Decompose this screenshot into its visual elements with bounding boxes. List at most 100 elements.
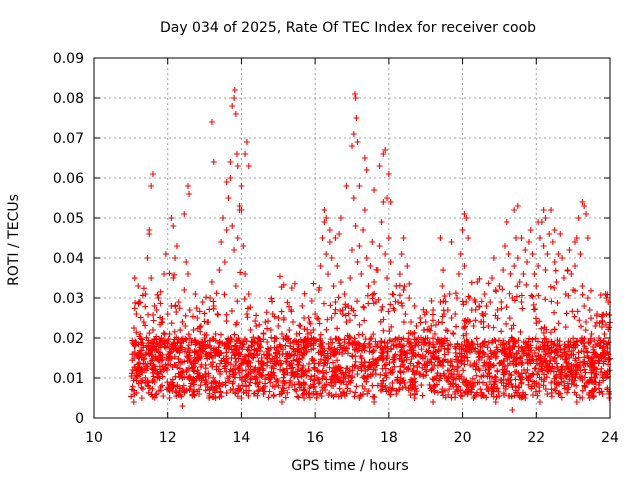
data-point <box>196 340 203 347</box>
data-point <box>176 365 183 372</box>
data-point <box>476 303 483 309</box>
data-point <box>518 353 525 360</box>
data-point <box>480 339 487 346</box>
data-point <box>196 391 203 397</box>
data-point <box>514 255 521 261</box>
data-point <box>259 372 266 379</box>
data-point <box>516 279 523 285</box>
data-point <box>286 361 293 368</box>
data-point <box>238 183 245 189</box>
data-point <box>236 369 243 376</box>
data-point <box>231 247 238 253</box>
data-point <box>229 103 236 109</box>
data-point <box>142 374 149 381</box>
data-point <box>518 299 525 305</box>
data-point <box>455 373 462 380</box>
data-point <box>417 315 424 321</box>
data-point <box>423 362 430 369</box>
data-point <box>396 386 403 393</box>
data-point <box>332 364 339 371</box>
data-point <box>433 339 440 345</box>
data-point <box>234 163 241 169</box>
data-point <box>149 339 156 346</box>
data-point <box>250 390 257 397</box>
data-point <box>348 377 355 384</box>
data-point <box>488 353 495 360</box>
data-point <box>363 255 370 261</box>
data-point <box>493 394 500 401</box>
data-point <box>288 307 295 313</box>
data-point <box>208 279 215 285</box>
data-point <box>159 319 166 325</box>
data-point <box>323 369 330 376</box>
data-point <box>138 355 145 361</box>
data-point <box>319 235 326 241</box>
data-point <box>238 395 245 401</box>
data-point <box>405 335 412 342</box>
data-point <box>381 362 388 369</box>
data-point <box>164 379 171 386</box>
data-point <box>364 292 371 299</box>
data-point <box>540 329 547 336</box>
data-point <box>551 385 558 392</box>
data-point <box>174 347 181 354</box>
data-point <box>128 373 135 380</box>
data-point <box>349 247 355 253</box>
data-point <box>241 296 248 303</box>
data-point <box>198 361 205 368</box>
data-point <box>137 366 144 373</box>
data-point <box>195 370 202 377</box>
data-point <box>598 388 605 395</box>
data-point <box>131 305 138 312</box>
data-point <box>380 327 387 334</box>
data-point <box>184 183 191 189</box>
data-point <box>553 346 560 353</box>
data-point <box>538 366 545 373</box>
data-point <box>322 354 329 361</box>
data-point <box>186 191 193 197</box>
data-point <box>492 287 499 293</box>
data-point <box>331 310 338 317</box>
data-point <box>378 338 385 345</box>
data-point <box>242 271 249 277</box>
data-point <box>330 283 337 289</box>
data-point <box>378 219 385 225</box>
data-point <box>356 183 363 189</box>
data-point <box>151 367 158 374</box>
data-point <box>534 338 541 345</box>
data-point <box>369 356 376 363</box>
data-point <box>601 331 608 337</box>
data-point <box>337 279 344 285</box>
data-point <box>332 306 339 313</box>
data-point <box>235 352 242 359</box>
data-point <box>252 318 259 325</box>
data-point <box>542 215 549 221</box>
data-point <box>506 377 513 384</box>
data-point <box>216 338 223 345</box>
data-point <box>503 320 510 327</box>
data-point <box>374 343 381 350</box>
data-point <box>551 285 558 292</box>
data-point <box>523 351 530 358</box>
data-point <box>431 387 438 394</box>
data-point <box>231 95 238 101</box>
data-point <box>231 331 238 338</box>
y-tick-label: 0.01 <box>53 371 84 387</box>
data-point <box>304 326 311 333</box>
data-point <box>201 310 208 317</box>
data-point <box>269 298 276 305</box>
data-point <box>465 235 472 241</box>
data-point <box>586 363 593 370</box>
data-point <box>533 356 540 363</box>
data-point <box>350 131 357 137</box>
data-point <box>371 290 378 297</box>
data-point <box>276 391 283 398</box>
data-point <box>223 368 230 375</box>
data-point <box>308 373 315 380</box>
data-point <box>434 362 441 369</box>
data-point <box>344 350 351 357</box>
data-point <box>529 370 536 377</box>
data-point <box>312 311 319 317</box>
data-point <box>349 353 356 360</box>
data-point <box>548 344 555 351</box>
